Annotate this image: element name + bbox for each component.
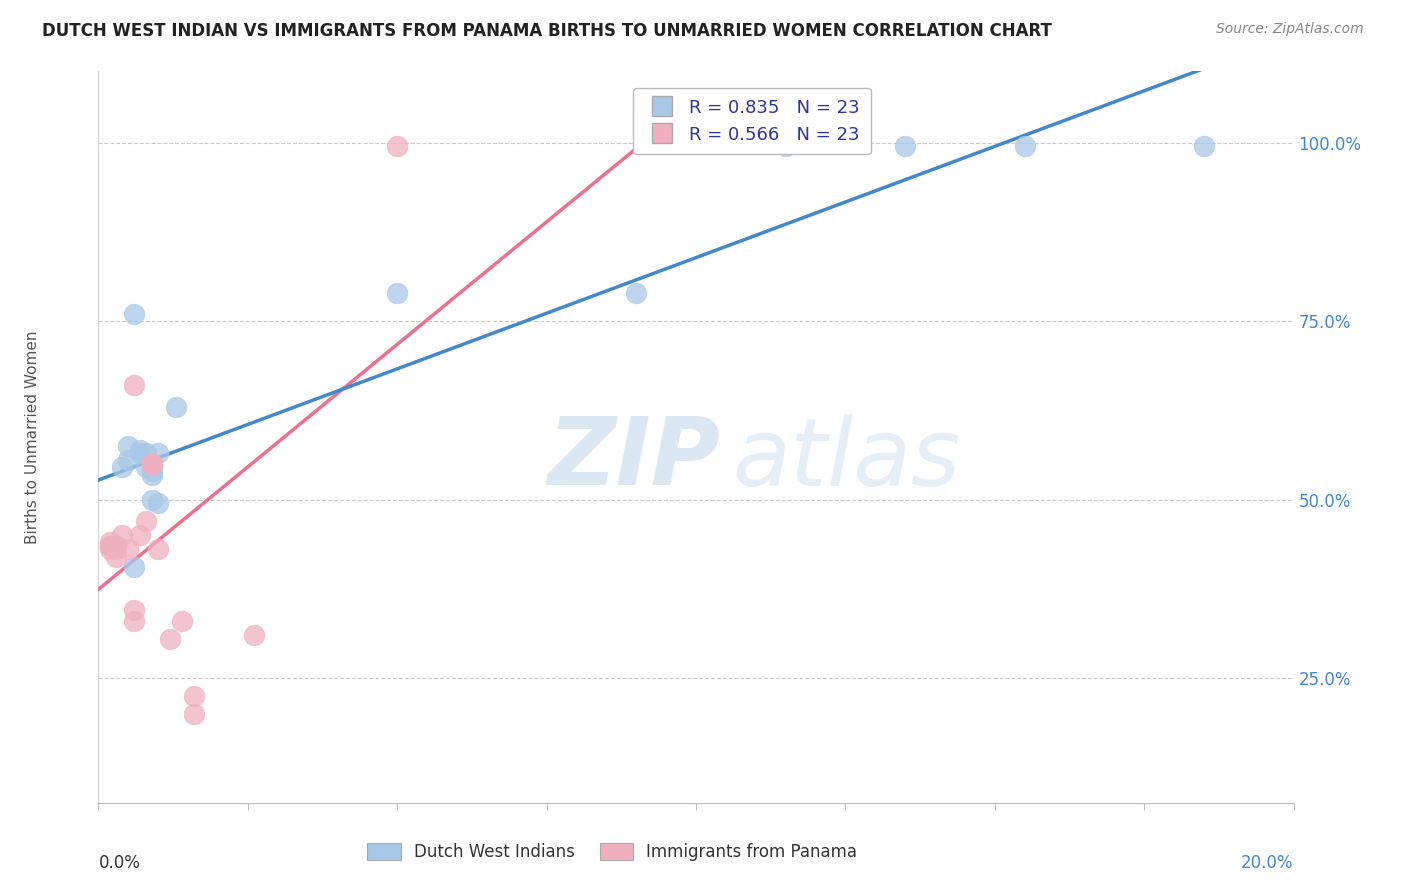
Point <box>148 496 170 510</box>
Point <box>141 457 163 471</box>
Point <box>148 542 170 557</box>
Point <box>183 689 205 703</box>
Point <box>626 285 648 300</box>
Point <box>141 492 163 507</box>
Point <box>100 539 122 553</box>
Text: 0.0%: 0.0% <box>98 854 141 872</box>
Point <box>775 139 797 153</box>
Point <box>100 542 122 557</box>
Point <box>141 457 163 471</box>
Point <box>172 614 194 628</box>
Point <box>105 549 128 564</box>
Point <box>124 307 146 321</box>
Point <box>129 528 152 542</box>
Point <box>1192 139 1215 153</box>
Point <box>385 285 409 300</box>
Point <box>111 460 134 475</box>
Point <box>124 560 146 574</box>
Point <box>124 603 146 617</box>
Point <box>894 139 917 153</box>
Point <box>141 467 163 482</box>
Point <box>124 614 146 628</box>
Point <box>105 539 128 553</box>
Point <box>141 457 163 471</box>
Point <box>100 539 122 553</box>
Text: atlas: atlas <box>733 414 960 505</box>
Point <box>124 378 146 392</box>
Point <box>141 464 163 478</box>
Text: Source: ZipAtlas.com: Source: ZipAtlas.com <box>1216 22 1364 37</box>
Point <box>117 453 139 467</box>
Point <box>117 542 139 557</box>
Point <box>117 439 139 453</box>
Point <box>159 632 181 646</box>
Point <box>100 535 122 549</box>
Point <box>135 460 157 475</box>
Text: Births to Unmarried Women: Births to Unmarried Women <box>25 330 41 544</box>
Point <box>105 539 128 553</box>
Text: 20.0%: 20.0% <box>1241 854 1294 872</box>
Point <box>1014 139 1036 153</box>
Point <box>129 442 152 457</box>
Point <box>148 446 170 460</box>
Point <box>385 139 409 153</box>
Point <box>111 528 134 542</box>
Point <box>165 400 187 414</box>
Point <box>135 514 157 528</box>
Point <box>183 706 205 721</box>
Text: DUTCH WEST INDIAN VS IMMIGRANTS FROM PANAMA BIRTHS TO UNMARRIED WOMEN CORRELATIO: DUTCH WEST INDIAN VS IMMIGRANTS FROM PAN… <box>42 22 1052 40</box>
Legend: Dutch West Indians, Immigrants from Panama: Dutch West Indians, Immigrants from Pana… <box>360 836 865 868</box>
Point <box>243 628 266 642</box>
Point <box>135 446 157 460</box>
Point <box>129 446 152 460</box>
Point <box>105 542 128 557</box>
Text: ZIP: ZIP <box>547 413 720 505</box>
